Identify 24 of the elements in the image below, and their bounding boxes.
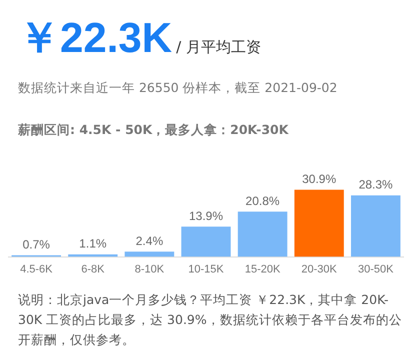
x-tick-label: 10-15K bbox=[188, 263, 224, 276]
bar bbox=[294, 190, 344, 257]
x-tick-label: 20-30K bbox=[301, 263, 338, 276]
data-label: 28.3% bbox=[358, 178, 394, 192]
bar bbox=[181, 226, 231, 257]
x-tick-label: 6-8K bbox=[81, 263, 106, 276]
text: 说明：北京java一个月多少钱？平均工资 ￥22.3K，其中拿 20K-30K 工资的占比最多，达 30.9%，数据统计依赖于各平台发布的公开薪酬，仅供参考。 bbox=[18, 291, 402, 349]
chart-title: ￥22.3K bbox=[18, 13, 172, 63]
data-label: 1.1% bbox=[79, 236, 107, 251]
x-tick-label: 15-20K bbox=[244, 263, 281, 276]
x-tick-label: 8-10K bbox=[134, 263, 165, 276]
bar bbox=[350, 195, 400, 257]
data-label: 30.9% bbox=[302, 172, 336, 186]
bar bbox=[238, 212, 288, 257]
x-tick-label: 4.5-6K bbox=[20, 263, 54, 276]
chart-subtitle: / 月平均工资 bbox=[176, 38, 261, 57]
data-label: 0.7% bbox=[22, 238, 50, 252]
text: 数据统计来自近一年 26550 份样本，截至 2021-09-02 bbox=[18, 80, 338, 97]
data-label: 13.9% bbox=[188, 208, 224, 223]
x-tick-label: 30-50K bbox=[358, 263, 394, 276]
text: 薪酬区间: 4.5K - 50K，最多人拿：20K-30K bbox=[18, 122, 288, 139]
data-label: 20.8% bbox=[246, 194, 280, 208]
data-label: 2.4% bbox=[136, 234, 164, 248]
bar bbox=[124, 252, 174, 257]
